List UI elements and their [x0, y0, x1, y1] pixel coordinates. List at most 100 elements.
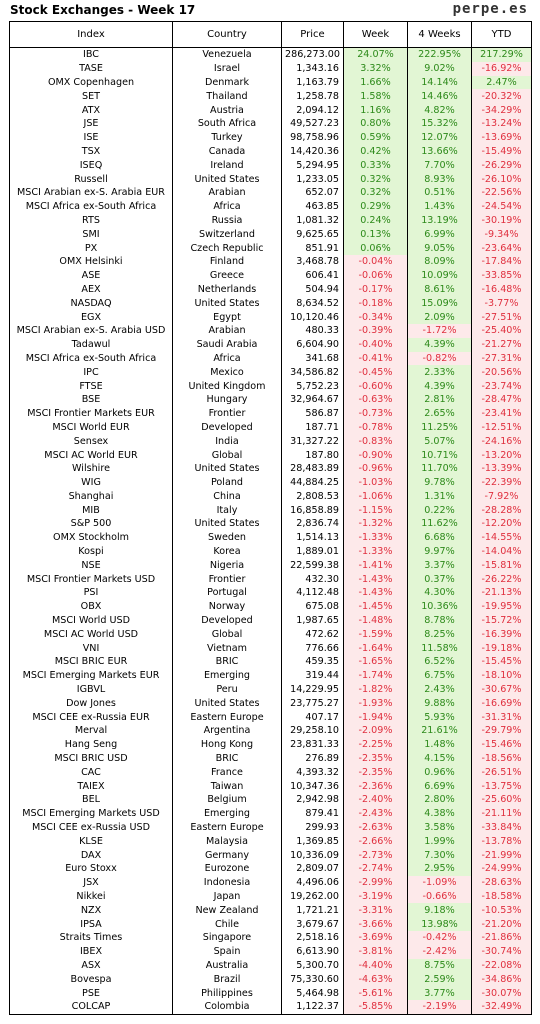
ytd-change-cell: -15.45% — [471, 655, 532, 669]
table-row: MSCI CEE ex-Russia EUR Eastern Europe 407.… — [9, 710, 532, 725]
week-change-cell: -3.69% — [343, 931, 408, 945]
ytd-change-cell: -3.77% — [471, 296, 532, 311]
index-cell: OMX Copenhagen — [9, 75, 173, 90]
index-cell: TSX — [9, 144, 173, 159]
country-cell: Sweden — [172, 530, 282, 545]
four-week-change-cell: 11.58% — [407, 641, 472, 656]
price-cell: 586.87 — [281, 406, 344, 421]
ytd-change-cell: -25.40% — [471, 323, 532, 338]
index-cell: S&P 500 — [9, 517, 173, 531]
week-change-cell: -5.61% — [343, 986, 408, 1000]
price-cell: 1,889.01 — [281, 544, 344, 559]
table-row: TASE Israel 1,343.16 3.32% 9.02% -16.92% — [9, 61, 532, 76]
table-row: JSX Indonesia 4,496.06 -2.99% -1.09% -28.63% — [9, 875, 532, 890]
index-cell: WIG — [9, 475, 173, 490]
country-cell: United States — [172, 296, 282, 311]
table-row: MSCI Africa ex-South Africa Africa 341.68-… — [9, 351, 532, 366]
country-cell: Japan — [172, 889, 282, 904]
price-cell: 23,831.33 — [281, 737, 344, 752]
index-cell: Straits Times — [9, 931, 173, 945]
week-change-cell: -1.45% — [343, 599, 408, 614]
four-week-change-cell: 2.81% — [407, 392, 472, 407]
country-cell: Russia — [172, 213, 282, 228]
country-cell: Portugal — [172, 586, 282, 600]
table-row: MSCI World EUR Developed 187.71 -0.78% 11.25… — [9, 420, 532, 435]
country-cell: Eastern Europe — [172, 710, 282, 725]
table-row: NASDAQ United States 8,634.52 -0.18% 15.09% -… — [9, 296, 532, 311]
price-cell: 10,347.36 — [281, 779, 344, 794]
table-row: TAIEX Taiwan 10,347.36 -2.36% 6.69% -13.75% — [9, 779, 532, 794]
four-week-change-cell: -0.66% — [407, 889, 472, 904]
table-row: MSCI Emerging Markets EUR Emerging 319.44-… — [9, 668, 532, 683]
stock-exchanges-table: Index Country Price Week 4 Weeks YTD IBC… — [9, 21, 532, 1015]
four-week-change-cell: 4.30% — [407, 586, 472, 600]
country-cell: New Zealand — [172, 903, 282, 918]
four-week-change-cell: 1.31% — [407, 489, 472, 504]
ytd-change-cell: -13.69% — [471, 130, 532, 145]
week-change-cell: -3.31% — [343, 903, 408, 918]
week-change-cell: 0.29% — [343, 199, 408, 214]
ytd-change-cell: -26.22% — [471, 572, 532, 587]
four-week-change-cell: 3.37% — [407, 558, 472, 573]
index-cell: Dow Jones — [9, 696, 173, 711]
four-week-change-cell: 3.77% — [407, 986, 472, 1000]
ytd-change-cell: -23.41% — [471, 406, 532, 421]
country-cell: Ireland — [172, 158, 282, 173]
four-week-change-cell: 4.15% — [407, 751, 472, 766]
week-change-cell: 0.42% — [343, 144, 408, 159]
price-cell: 504.94 — [281, 282, 344, 297]
ytd-change-cell: -28.63% — [471, 875, 532, 890]
four-week-change-cell: 10.71% — [407, 448, 472, 462]
index-cell: CAC — [9, 765, 173, 780]
ytd-change-cell: -9.34% — [471, 227, 532, 242]
ytd-change-cell: -30.74% — [471, 944, 532, 959]
table-row: MIB Italy 16,858.89 -1.15% 0.22% -28.28% — [9, 503, 532, 518]
price-cell: 2,808.53 — [281, 489, 344, 504]
index-cell: MSCI AC World USD — [9, 627, 173, 642]
ytd-change-cell: -21.11% — [471, 806, 532, 821]
index-cell: MSCI Africa ex-South Africa — [9, 199, 173, 214]
ytd-change-cell: -16.39% — [471, 627, 532, 642]
index-cell: RTS — [9, 213, 173, 228]
week-change-cell: -5.85% — [343, 999, 408, 1015]
price-cell: 299.93 — [281, 820, 344, 835]
ytd-change-cell: -15.72% — [471, 613, 532, 628]
week-change-cell: -4.40% — [343, 958, 408, 973]
four-week-change-cell: 6.68% — [407, 530, 472, 545]
country-cell: Greece — [172, 268, 282, 283]
price-cell: 879.41 — [281, 806, 344, 821]
ytd-change-cell: -26.51% — [471, 765, 532, 780]
ytd-change-cell: -25.60% — [471, 793, 532, 807]
table-row: Russell United States 1,233.05 0.32% 8.93% -2… — [9, 172, 532, 186]
ytd-change-cell: -21.86% — [471, 931, 532, 945]
table-row: IGBVL Peru 14,229.95 -1.82% 2.43% -30.67% — [9, 682, 532, 697]
week-change-cell: -2.43% — [343, 806, 408, 821]
four-week-change-cell: -2.42% — [407, 944, 472, 959]
index-cell: MSCI Emerging Markets USD — [9, 806, 173, 821]
index-cell: ASE — [9, 268, 173, 283]
index-cell: MSCI BRIC EUR — [9, 655, 173, 669]
four-week-change-cell: 2.80% — [407, 793, 472, 807]
week-change-cell: 1.16% — [343, 103, 408, 117]
ytd-change-cell: -27.51% — [471, 310, 532, 324]
country-cell: Africa — [172, 351, 282, 366]
ytd-change-cell: -16.48% — [471, 282, 532, 297]
table-row: KLSE Malaysia 1,369.85 -2.66% 1.99% -13.78% — [9, 834, 532, 849]
ytd-change-cell: -24.54% — [471, 199, 532, 214]
table-row: BSE Hungary 32,964.67 -0.63% 2.81% -28.47% — [9, 392, 532, 407]
index-cell: MSCI World EUR — [9, 420, 173, 435]
four-week-change-cell: 4.39% — [407, 379, 472, 393]
four-week-change-cell: 7.30% — [407, 848, 472, 863]
country-cell: Egypt — [172, 310, 282, 324]
index-cell: JSE — [9, 116, 173, 131]
four-week-change-cell: 9.78% — [407, 475, 472, 490]
country-cell: Hong Kong — [172, 737, 282, 752]
price-cell: 34,586.82 — [281, 365, 344, 380]
country-cell: Czech Republic — [172, 241, 282, 255]
country-cell: Israel — [172, 61, 282, 76]
country-cell: BRIC — [172, 655, 282, 669]
ytd-change-cell: -15.46% — [471, 737, 532, 752]
country-cell: Eurozone — [172, 862, 282, 876]
ytd-change-cell: -20.32% — [471, 89, 532, 104]
table-row: OMX Helsinki Finland 3,468.78 -0.04% 8.09% -1… — [9, 254, 532, 269]
